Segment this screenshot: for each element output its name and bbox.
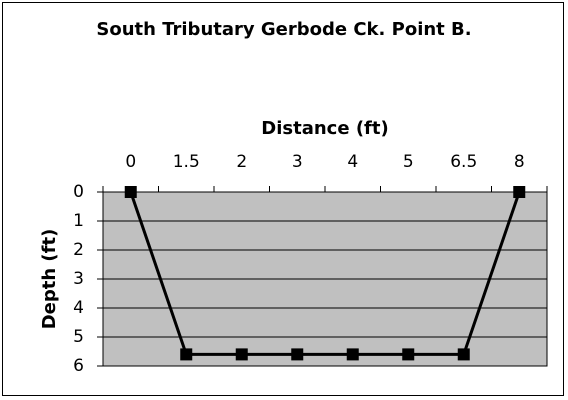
y-tick-label: 2 (73, 240, 84, 260)
data-marker (513, 186, 526, 198)
x-axis-label: Distance (ft) (261, 118, 388, 139)
data-marker (457, 348, 470, 361)
data-marker (291, 348, 304, 361)
data-marker (235, 348, 248, 361)
y-tick-label: 5 (73, 327, 84, 347)
y-tick-label: 6 (73, 356, 84, 376)
x-tick-label: 8 (514, 152, 525, 172)
y-tick-label: 1 (73, 211, 84, 231)
chart-title: South Tributary Gerbode Ck. Point B. (96, 19, 472, 40)
y-tick-label: 4 (73, 298, 84, 318)
x-tick-label: 0 (125, 152, 136, 172)
x-tick-label: 3 (292, 152, 303, 172)
chart-frame (2, 2, 564, 396)
data-marker (346, 348, 359, 361)
x-tick-label: 4 (347, 152, 358, 172)
data-marker (124, 186, 137, 198)
x-tick-label: 2 (236, 152, 247, 172)
y-tick-label: 0 (73, 182, 84, 202)
x-tick-label: 6.5 (450, 152, 477, 172)
y-axis-label: Depth (ft) (39, 229, 60, 330)
x-tick-label: 1.5 (173, 152, 200, 172)
data-line (129, 191, 521, 356)
y-tick-label: 3 (73, 269, 84, 289)
data-marker (180, 348, 193, 361)
x-tick-label: 5 (403, 152, 414, 172)
data-marker (402, 348, 415, 361)
